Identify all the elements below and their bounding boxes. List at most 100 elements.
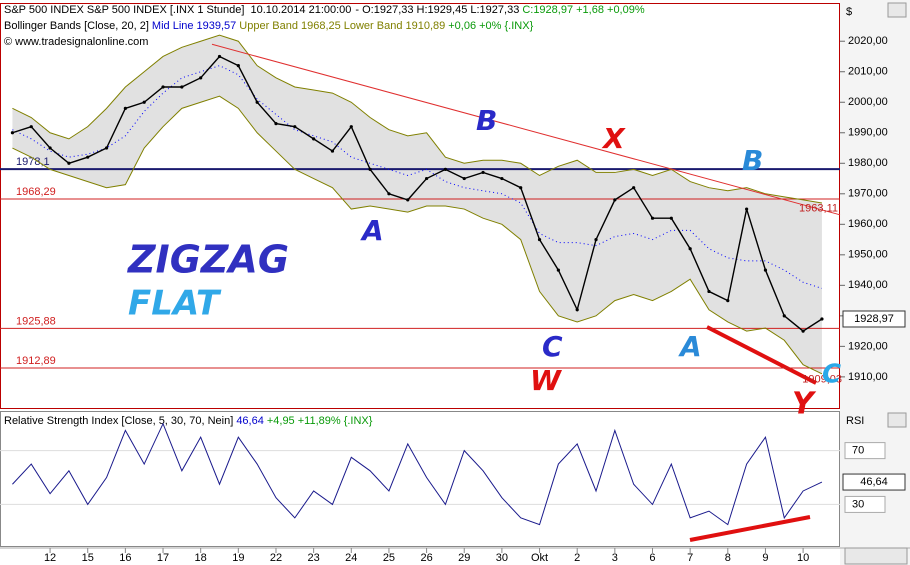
indicator-legend: Bollinger Bands [Close, 20, 2] Mid Line 19… [4, 20, 534, 32]
price-point [180, 85, 184, 89]
price-point [10, 131, 15, 135]
axis-panel [840, 0, 910, 565]
y-tick-label: 1950,00 [848, 249, 888, 261]
drawn-line [689, 515, 811, 542]
price-point [820, 317, 824, 321]
price-point [669, 216, 673, 220]
rsi-value-box [842, 473, 906, 491]
annotation: B [742, 144, 763, 177]
scroll-up[interactable] [887, 2, 907, 18]
series-line [12, 55, 823, 332]
upper-value: 1968,25 [301, 20, 341, 32]
y-tick-label: 2010,00 [848, 66, 888, 78]
price-box [842, 310, 906, 328]
x-tick-label: Okt [531, 552, 548, 564]
symbol: S&P 500 INDEX [4, 4, 85, 16]
price-point [613, 198, 617, 202]
rsi-legend: Relative Strength Index [Close, 5, 30, 7… [4, 415, 373, 427]
y-tick-label: 1910,00 [848, 371, 888, 383]
series-line [12, 65, 823, 289]
y-tick-label: 1990,00 [848, 127, 888, 139]
y-tick-label: 1920,00 [848, 340, 888, 352]
price-point [462, 176, 466, 181]
price-point [123, 106, 127, 110]
price-point [782, 314, 786, 318]
price-point [349, 125, 353, 129]
price-point [104, 146, 109, 150]
copyright: © www.tradesignalonline.com [4, 36, 148, 48]
y-tick-label: 70 [852, 445, 864, 457]
x-tick-label: 30 [496, 552, 508, 564]
annotation: A [678, 330, 702, 363]
rsi-value-label: 46,64 [860, 476, 888, 488]
lower-value: 1910,89 [405, 20, 445, 32]
price-point [688, 247, 692, 251]
level-label: 1912,89 [16, 355, 56, 367]
price-point [142, 100, 146, 104]
series-line [12, 422, 823, 526]
price-point [312, 137, 316, 141]
level-label: 1925,88 [16, 315, 56, 327]
x-tick-label: 12 [44, 552, 56, 564]
y-tick-label: 30 [852, 498, 864, 510]
scroll-up[interactable] [887, 412, 907, 428]
price-point [330, 149, 335, 153]
change: C:1928,97 +1,68 +0,09% [522, 4, 645, 16]
title: S&P 500 INDEX [.INX 1 Stunde] [87, 4, 245, 16]
price-point [500, 176, 504, 181]
annotation: ZIGZAG [127, 238, 289, 282]
price-point [424, 176, 429, 181]
y-tick-label: 1980,00 [848, 157, 888, 169]
price-point [236, 64, 240, 68]
annotation: B [476, 104, 497, 137]
legend-mid: Mid Line [152, 20, 194, 32]
annotation: C [822, 360, 841, 390]
price-point [199, 76, 203, 80]
price-point [594, 237, 598, 242]
price-point [519, 186, 523, 190]
price-point [537, 237, 542, 242]
price-frame [0, 3, 840, 409]
x-tick-label: 25 [383, 552, 395, 564]
rsi-frame [0, 411, 840, 547]
price-point [29, 125, 33, 129]
rsi-axis-title: RSI [846, 415, 864, 427]
price-point [255, 100, 259, 104]
x-tick-label: 23 [308, 552, 320, 564]
mid-value: 1939,57 [197, 20, 237, 32]
price-point [48, 146, 52, 150]
x-tick-label: 2 [574, 552, 580, 564]
annotation: X [601, 122, 626, 155]
series-line [12, 95, 823, 375]
price-point [387, 192, 391, 196]
x-tick-label: 24 [345, 552, 357, 564]
price-point [745, 207, 749, 211]
annotation: W [530, 364, 562, 397]
y-tick-label: 1970,00 [848, 188, 888, 200]
header: S&P 500 INDEX S&P 500 INDEX [.INX 1 Stund… [4, 4, 645, 16]
x-tick-label: 16 [119, 552, 131, 564]
trendline-label: 1963,11 [799, 203, 838, 215]
price-point [707, 289, 711, 294]
rsi-title: Relative Strength Index [Close, 5, 30, 7… [4, 415, 233, 427]
date: 10.10.2014 21:00:00 [250, 4, 351, 16]
price-point [86, 155, 90, 159]
price-point [161, 85, 165, 89]
x-tick-label: 8 [725, 552, 731, 564]
y-tick-label: 2020,00 [848, 35, 888, 47]
x-tick-label: 17 [157, 552, 169, 564]
ohlc: - O:1927,33 H:1929,45 L:1927,33 [355, 4, 519, 16]
price-point [443, 167, 448, 171]
x-tick-label: 19 [232, 552, 244, 564]
price-point [293, 125, 297, 129]
rsi-value: 46,64 [236, 415, 264, 427]
x-tick-label: 15 [82, 552, 94, 564]
rsi-tick-box [844, 442, 886, 460]
price-point [67, 161, 71, 165]
annotation: FLAT [128, 284, 222, 324]
price-box-label: 1928,97 [854, 313, 894, 325]
price-point [763, 268, 768, 272]
legend-lower: Lower Band [344, 20, 403, 32]
zoom-buttons[interactable] [844, 547, 908, 565]
price-point [575, 308, 579, 312]
